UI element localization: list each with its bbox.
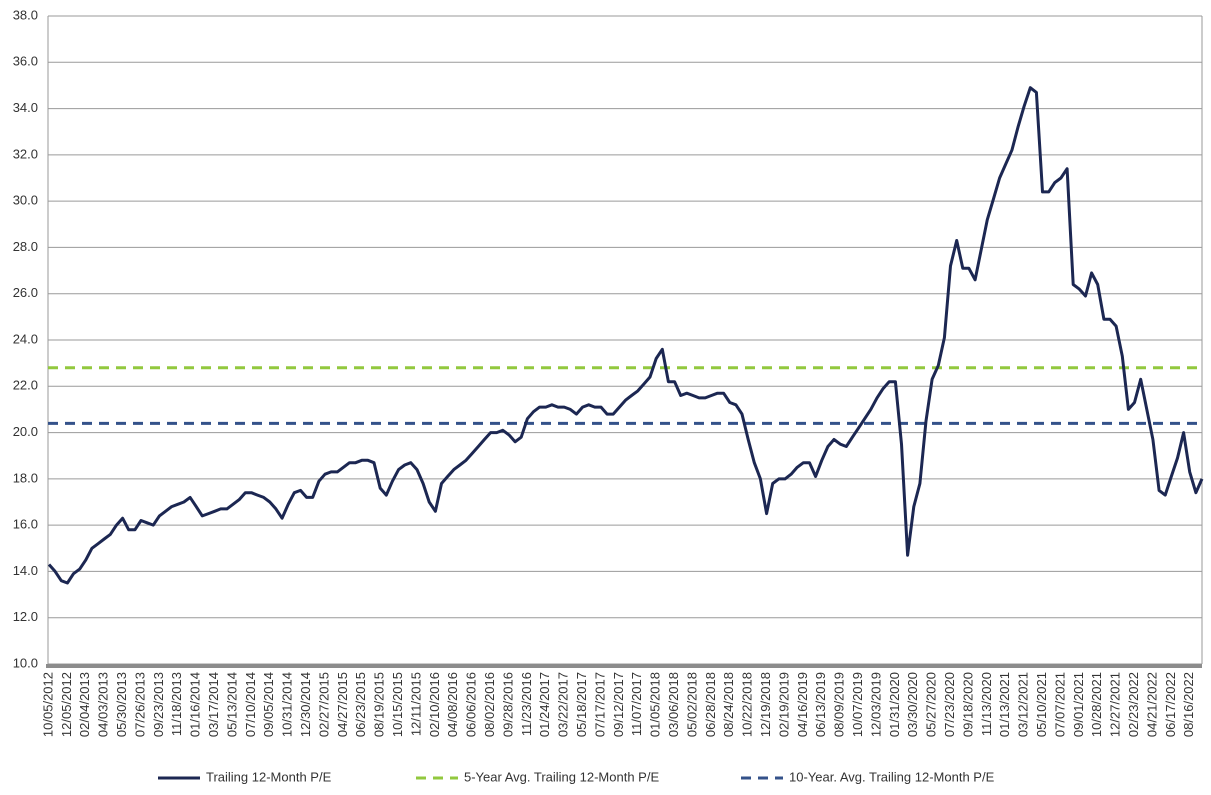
- x-tick-label: 03/12/2021: [1016, 672, 1031, 737]
- y-tick-label: 12.0: [13, 609, 38, 624]
- x-tick-label: 12/19/2018: [758, 672, 773, 737]
- y-tick-label: 30.0: [13, 193, 38, 208]
- y-tick-label: 16.0: [13, 517, 38, 532]
- x-tick-label: 10/31/2014: [280, 672, 295, 737]
- legend-label: Trailing 12-Month P/E: [206, 769, 332, 784]
- x-tick-label: 08/24/2018: [721, 672, 736, 737]
- x-tick-label: 09/01/2021: [1071, 672, 1086, 737]
- x-tick-label: 06/17/2022: [1163, 672, 1178, 737]
- x-tick-label: 02/23/2022: [1126, 672, 1141, 737]
- y-tick-label: 32.0: [13, 146, 38, 161]
- x-tick-label: 08/09/2019: [832, 672, 847, 737]
- x-tick-label: 05/30/2013: [114, 672, 129, 737]
- x-tick-label: 02/10/2016: [427, 672, 442, 737]
- x-tick-label: 12/30/2014: [298, 672, 313, 737]
- x-tick-label: 02/19/2019: [776, 672, 791, 737]
- y-tick-label: 24.0: [13, 331, 38, 346]
- x-tick-label: 09/18/2020: [960, 672, 975, 737]
- x-tick-label: 03/22/2017: [556, 672, 571, 737]
- x-tick-label: 09/28/2016: [500, 672, 515, 737]
- x-tick-label: 07/17/2017: [592, 672, 607, 737]
- x-tick-label: 10/22/2018: [740, 672, 755, 737]
- x-tick-label: 03/17/2014: [206, 672, 221, 737]
- x-tick-label: 01/05/2018: [648, 672, 663, 737]
- x-tick-label: 01/13/2021: [997, 672, 1012, 737]
- x-tick-label: 08/02/2016: [482, 672, 497, 737]
- x-tick-label: 05/10/2021: [1034, 672, 1049, 737]
- y-tick-label: 28.0: [13, 239, 38, 254]
- x-tick-label: 11/07/2017: [629, 672, 644, 736]
- y-tick-label: 20.0: [13, 424, 38, 439]
- x-tick-label: 09/12/2017: [611, 672, 626, 737]
- x-tick-label: 11/13/2020: [979, 672, 994, 736]
- x-tick-label: 01/31/2020: [887, 672, 902, 737]
- x-tick-label: 04/08/2016: [445, 672, 460, 737]
- x-tick-label: 01/16/2014: [188, 672, 203, 737]
- x-tick-label: 05/13/2014: [224, 672, 239, 737]
- legend-label: 10-Year. Avg. Trailing 12-Month P/E: [789, 769, 995, 784]
- x-tick-label: 08/16/2022: [1181, 672, 1196, 737]
- y-tick-label: 34.0: [13, 100, 38, 115]
- y-tick-label: 36.0: [13, 54, 38, 69]
- x-tick-label: 03/06/2018: [666, 672, 681, 737]
- x-tick-label: 05/27/2020: [924, 672, 939, 737]
- x-tick-label: 12/03/2019: [868, 672, 883, 737]
- y-tick-label: 22.0: [13, 378, 38, 393]
- x-tick-label: 02/27/2015: [316, 672, 331, 737]
- x-tick-label: 02/04/2013: [77, 672, 92, 737]
- x-tick-label: 12/05/2012: [59, 672, 74, 737]
- x-tick-label: 07/26/2013: [132, 672, 147, 737]
- x-tick-label: 10/15/2015: [390, 672, 405, 737]
- y-tick-label: 18.0: [13, 470, 38, 485]
- x-tick-label: 06/28/2018: [703, 672, 718, 737]
- x-tick-label: 11/23/2016: [519, 672, 534, 736]
- x-tick-label: 10/05/2012: [40, 672, 55, 737]
- x-tick-label: 03/30/2020: [905, 672, 920, 737]
- y-tick-label: 14.0: [13, 563, 38, 578]
- x-tick-label: 10/07/2019: [850, 672, 865, 737]
- x-tick-label: 12/11/2015: [408, 672, 423, 736]
- x-tick-label: 07/07/2021: [1052, 672, 1067, 737]
- series-line: [47, 86, 1204, 585]
- x-tick-label: 04/21/2022: [1144, 672, 1159, 737]
- x-tick-label: 10/28/2021: [1089, 672, 1104, 737]
- x-tick-label: 04/27/2015: [335, 672, 350, 737]
- x-tick-label: 08/19/2015: [372, 672, 387, 737]
- x-tick-label: 06/06/2016: [464, 672, 479, 737]
- y-tick-label: 26.0: [13, 285, 38, 300]
- y-tick-label: 38.0: [13, 7, 38, 22]
- x-tick-label: 12/27/2021: [1108, 672, 1123, 737]
- x-tick-label: 06/13/2019: [813, 672, 828, 737]
- x-tick-label: 04/03/2013: [96, 672, 111, 737]
- legend-label: 5-Year Avg. Trailing 12-Month P/E: [464, 769, 659, 784]
- x-tick-label: 11/18/2013: [169, 672, 184, 736]
- y-tick-label: 10.0: [13, 655, 38, 670]
- x-tick-label: 04/16/2019: [795, 672, 810, 737]
- x-tick-label: 07/23/2020: [942, 672, 957, 737]
- x-tick-label: 05/18/2017: [574, 672, 589, 737]
- x-tick-label: 09/05/2014: [261, 672, 276, 737]
- x-tick-label: 07/10/2014: [243, 672, 258, 737]
- x-tick-label: 05/02/2018: [684, 672, 699, 737]
- x-tick-label: 01/24/2017: [537, 672, 552, 737]
- x-tick-label: 06/23/2015: [353, 672, 368, 737]
- x-tick-label: 09/23/2013: [151, 672, 166, 737]
